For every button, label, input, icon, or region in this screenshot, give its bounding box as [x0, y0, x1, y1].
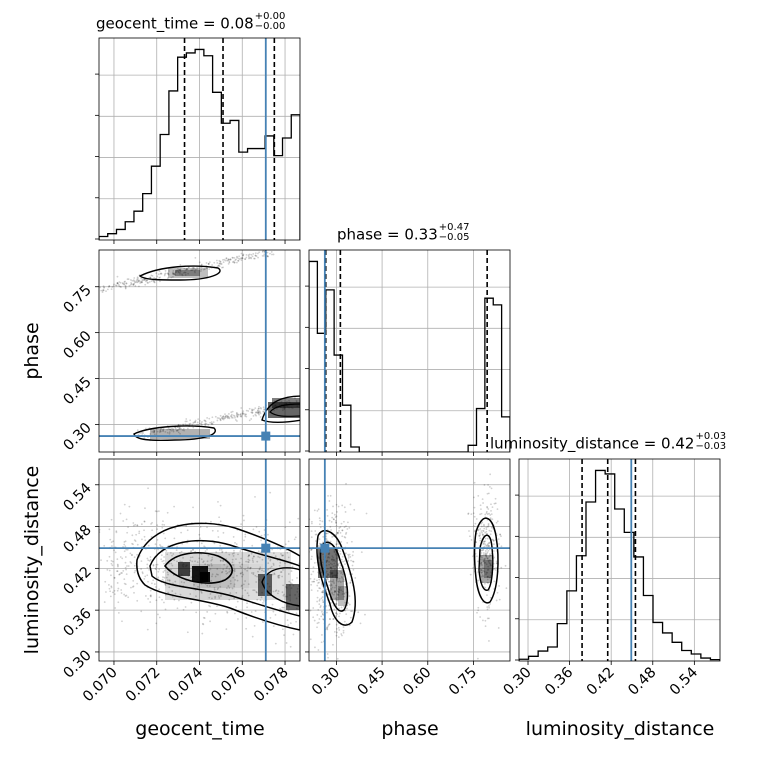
title-phase-text: phase = 0.33 — [337, 225, 438, 244]
panel-distance-vs-phase-density — [318, 548, 492, 606]
hist-luminosity-distance-xticklabel-1: 0.36 — [542, 665, 576, 699]
panel-distance-vs-geocent-time: 0.070 0.072 0.074 0.076 0.078 0.30 0.36 0.42 0.4… — [61, 458, 301, 706]
panel-distance-vs-geocent-time-xticklabel-1: 0.072 — [123, 665, 164, 706]
panel-distance-vs-phase-xticklabel-3: 0.75 — [446, 665, 480, 699]
panel-distance-vs-geocent-time-xticklabel-0: 0.070 — [80, 665, 121, 706]
panel-distance-vs-phase-xticklabel-0: 0.30 — [309, 665, 343, 699]
panel-phase-vs-geocent-time-yticklabel-0: 0.30 — [61, 420, 95, 454]
panel-distance-vs-phase-border — [308, 458, 511, 662]
panel-phase-vs-geocent-time-yticklabel-3: 0.75 — [61, 282, 95, 316]
hist-luminosity-distance-border — [518, 458, 721, 662]
panel-distance-vs-geocent-time-truth-marker — [261, 543, 271, 553]
panel-phase-vs-geocent-time-contour-lower-2 — [261, 395, 300, 423]
panel-phase-vs-geocent-time-density — [150, 268, 300, 439]
xlabel-phase: phase — [381, 718, 438, 740]
panel-distance-vs-phase-xticklabel-2: 0.60 — [400, 665, 434, 699]
panel-distance-vs-phase: 0.30 0.45 0.60 0.75 — [305, 458, 511, 699]
panel-phase-vs-geocent-time-contour-upper — [138, 265, 221, 281]
title-geocent-time-plus: +0.00 — [254, 11, 286, 22]
panel-phase-vs-geocent-time-yticklabel-1: 0.45 — [61, 374, 95, 408]
hist-luminosity-distance-xticklabel-3: 0.48 — [625, 665, 659, 699]
hist-luminosity-distance-xticklabel-2: 0.42 — [584, 665, 618, 699]
panel-distance-vs-geocent-time-density — [165, 552, 300, 610]
title-geocent-time-text: geocent_time = 0.08 — [96, 14, 254, 33]
panel-distance-vs-geocent-time-contour-outer — [136, 522, 300, 631]
title-luminosity-distance-text: luminosity_distance = 0.42 — [490, 434, 695, 453]
hist-luminosity-distance: 0.30 0.36 0.42 0.48 0.54 — [501, 458, 721, 699]
panel-distance-vs-geocent-time-xticklabel-2: 0.074 — [166, 665, 207, 706]
title-phase: phase = 0.33 +0.47 −0.05 — [337, 222, 470, 245]
panel-distance-vs-geocent-time-yticklabel-2: 0.42 — [61, 564, 95, 598]
hist-luminosity-distance-xticklabel-4: 0.54 — [667, 665, 701, 699]
title-phase-minus: −0.05 — [438, 232, 470, 243]
panel-phase-vs-geocent-time-contour-lower-3 — [269, 403, 300, 417]
panel-distance-vs-phase-xticklabel-1: 0.45 — [355, 665, 389, 699]
panel-phase-vs-geocent-time-contour-lower-1 — [133, 425, 216, 442]
title-luminosity-distance-minus: −0.03 — [695, 441, 727, 452]
panel-phase-vs-geocent-time-samples — [99, 250, 300, 442]
ylabel-luminosity-distance: luminosity_distance — [21, 466, 43, 655]
panel-distance-vs-geocent-time-yticklabel-4: 0.54 — [61, 480, 95, 514]
panel-phase-vs-geocent-time-yticklabel-2: 0.60 — [61, 328, 95, 362]
panel-distance-vs-phase-contour-left-outer — [316, 529, 356, 626]
panel-distance-vs-phase-samples — [309, 459, 508, 661]
panel-distance-vs-phase-truth-marker — [320, 543, 330, 553]
panel-distance-vs-geocent-time-yticklabel-0: 0.30 — [61, 647, 95, 681]
xlabel-geocent-time: geocent_time — [135, 718, 264, 740]
hist-geocent-time — [95, 37, 301, 244]
ylabel-phase: phase — [21, 322, 43, 379]
title-geocent-time: geocent_time = 0.08 +0.00 −0.00 — [96, 11, 286, 34]
hist-geocent-time-step — [99, 48, 300, 240]
xlabel-luminosity-distance: luminosity_distance — [526, 718, 715, 740]
panel-distance-vs-geocent-time-contour-inner — [163, 552, 233, 584]
panel-phase-vs-geocent-time-truth-marker — [261, 431, 271, 441]
panel-distance-vs-phase-contour-left-inner — [319, 541, 349, 612]
panel-distance-vs-geocent-time-xticklabel-3: 0.076 — [208, 665, 249, 706]
title-luminosity-distance-plus: +0.03 — [695, 431, 727, 442]
title-geocent-time-minus: −0.00 — [254, 21, 286, 32]
panel-distance-vs-geocent-time-yticklabel-1: 0.36 — [61, 606, 95, 640]
panel-distance-vs-phase-contour-right-inner — [478, 534, 494, 591]
panel-distance-vs-geocent-time-contour-mid — [149, 539, 300, 617]
title-phase-plus: +0.47 — [438, 222, 470, 233]
panel-distance-vs-geocent-time-yticklabel-3: 0.48 — [61, 522, 95, 556]
hist-luminosity-distance-xticklabel-0: 0.30 — [501, 665, 535, 699]
panel-distance-vs-geocent-time-contour-right — [261, 567, 300, 607]
title-luminosity-distance: luminosity_distance = 0.42 +0.03 −0.03 — [490, 431, 727, 454]
hist-luminosity-distance-step — [519, 469, 720, 661]
hist-phase-border — [308, 249, 511, 453]
panel-distance-vs-phase-contour-right-outer — [473, 517, 499, 604]
hist-phase-step — [309, 260, 510, 452]
panel-distance-vs-geocent-time-xticklabel-4: 0.078 — [251, 665, 292, 706]
hist-phase — [305, 249, 511, 456]
panel-phase-vs-geocent-time: 0.30 0.45 0.60 0.75 — [61, 249, 301, 456]
